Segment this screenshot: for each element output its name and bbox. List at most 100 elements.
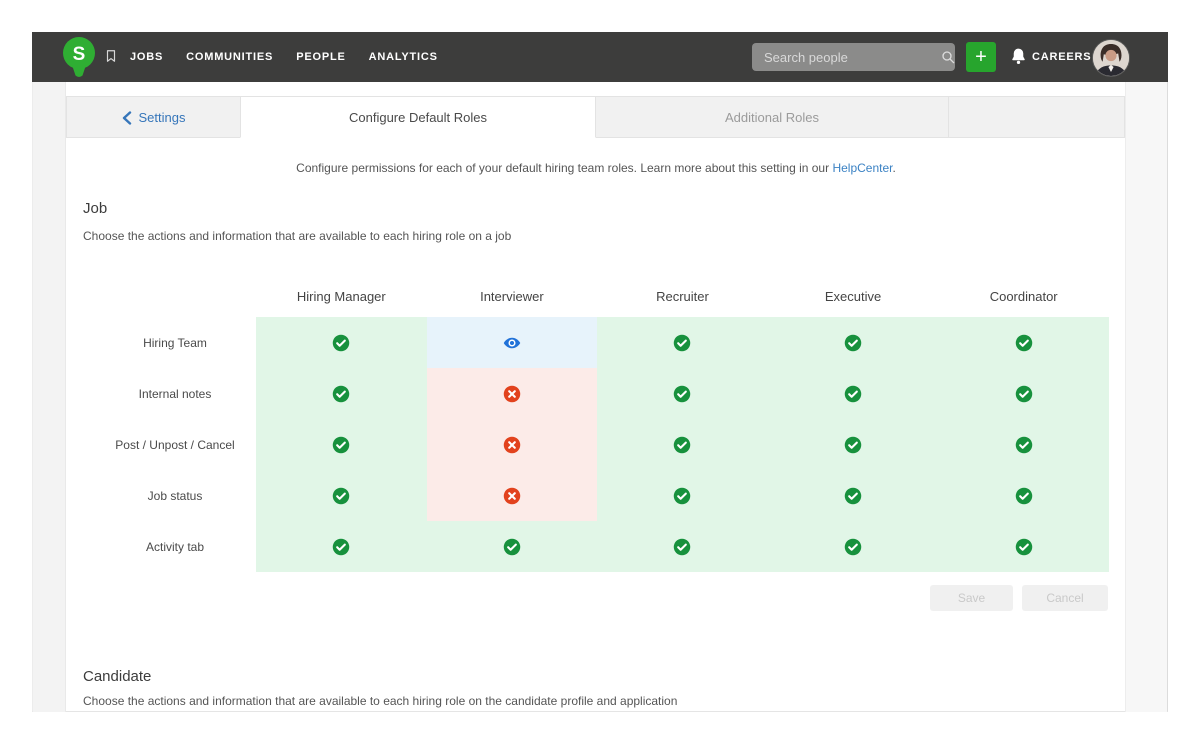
left-gutter (33, 82, 66, 712)
permission-cell[interactable] (938, 521, 1109, 572)
bookmark-icon[interactable] (104, 49, 118, 66)
check-circle-icon (673, 436, 691, 454)
permission-cell[interactable] (256, 521, 427, 572)
permission-cell[interactable] (767, 470, 939, 521)
eye-icon (503, 334, 521, 352)
permission-cell[interactable] (597, 419, 768, 470)
nav-item-analytics[interactable]: ANALYTICS (368, 51, 438, 63)
intro-suffix: . (892, 161, 896, 175)
permission-cell[interactable] (426, 470, 598, 521)
check-circle-icon (844, 334, 862, 352)
check-circle-icon (1015, 385, 1033, 403)
check-circle-icon (673, 385, 691, 403)
permission-cell[interactable] (767, 368, 939, 419)
row-label: Post / Unpost / Cancel (66, 419, 256, 470)
check-circle-icon (332, 385, 350, 403)
tab-spacer (948, 96, 1125, 138)
permission-cell[interactable] (767, 521, 939, 572)
column-header-interviewer: Interviewer (480, 288, 544, 304)
candidate-section-title: Candidate (83, 668, 152, 685)
top-navbar: S JOBS COMMUNITIES PEOPLE ANALYTICS (32, 32, 1168, 82)
chevron-left-icon (122, 111, 132, 125)
permission-cell[interactable] (597, 368, 768, 419)
job-section-title: Job (83, 200, 108, 217)
check-circle-icon (1015, 334, 1033, 352)
logo-letter: S (73, 44, 86, 65)
brand-logo[interactable]: S (62, 37, 96, 78)
notifications-bell-icon[interactable] (1009, 47, 1028, 67)
permission-cell[interactable] (256, 470, 427, 521)
permission-cell[interactable] (938, 419, 1109, 470)
intro-text-main: Configure permissions for each of your d… (296, 161, 830, 175)
column-header-coordinator: Coordinator (989, 288, 1058, 304)
search-box (752, 43, 955, 71)
permission-cell[interactable] (938, 368, 1109, 419)
permission-cell[interactable] (597, 317, 768, 368)
search-input[interactable] (752, 49, 940, 65)
add-new-button[interactable]: + (966, 42, 996, 72)
search-icon[interactable] (940, 49, 956, 65)
careers-link[interactable]: CAREERS (1032, 51, 1092, 63)
check-circle-icon (332, 436, 350, 454)
check-circle-icon (673, 538, 691, 556)
check-circle-icon (844, 436, 862, 454)
column-header-executive: Executive (824, 288, 882, 304)
back-tab-label: Settings (138, 109, 186, 125)
tab-configure-default-roles[interactable]: Configure Default Roles (240, 96, 596, 138)
form-actions: Save Cancel (930, 585, 1108, 611)
permission-cell[interactable] (767, 317, 939, 368)
check-circle-icon (673, 334, 691, 352)
column-header-hiring-manager: Hiring Manager (296, 288, 386, 304)
row-label: Internal notes (66, 368, 256, 419)
app-window: S JOBS COMMUNITIES PEOPLE ANALYTICS (32, 32, 1168, 712)
x-circle-icon (503, 487, 521, 505)
intro-text: Configure permissions for each of your d… (66, 161, 1126, 175)
row-label: Hiring Team (66, 317, 256, 368)
check-circle-icon (1015, 538, 1033, 556)
check-circle-icon (673, 487, 691, 505)
permission-cell[interactable] (426, 521, 598, 572)
nav-item-jobs[interactable]: JOBS (130, 51, 164, 63)
x-circle-icon (503, 385, 521, 403)
permission-cell[interactable] (767, 419, 939, 470)
settings-card: Settings Configure Default Roles Additio… (32, 82, 1168, 712)
check-circle-icon (1015, 436, 1033, 454)
row-label: Job status (66, 470, 256, 521)
check-circle-icon (844, 487, 862, 505)
candidate-section-description: Choose the actions and information that … (83, 694, 678, 708)
nav-item-communities[interactable]: COMMUNITIES (186, 51, 274, 63)
right-gutter (1125, 82, 1167, 712)
permissions-matrix: Hiring Team Internal notes Post / Unpost /… (66, 317, 1109, 572)
permission-cell[interactable] (256, 317, 427, 368)
back-to-settings-tab[interactable]: Settings (66, 96, 241, 138)
permission-cell[interactable] (938, 470, 1109, 521)
roles-tabbar: Settings Configure Default Roles Additio… (66, 96, 1126, 138)
primary-nav: JOBS COMMUNITIES PEOPLE ANALYTICS (130, 32, 438, 82)
permission-cell[interactable] (256, 419, 427, 470)
save-button[interactable]: Save (930, 585, 1013, 611)
permission-cell[interactable] (597, 521, 768, 572)
check-circle-icon (332, 538, 350, 556)
matrix-header-row: Hiring Manager Interviewer Recruiter Execut… (66, 285, 1109, 307)
check-circle-icon (332, 487, 350, 505)
check-circle-icon (1015, 487, 1033, 505)
check-circle-icon (332, 334, 350, 352)
x-circle-icon (503, 436, 521, 454)
permission-cell[interactable] (938, 317, 1109, 368)
user-avatar[interactable] (1092, 39, 1130, 77)
permission-cell[interactable] (426, 419, 598, 470)
permission-cell[interactable] (426, 368, 598, 419)
tab-additional-roles[interactable]: Additional Roles (595, 96, 949, 138)
row-label: Activity tab (66, 521, 256, 572)
nav-item-people[interactable]: PEOPLE (296, 51, 346, 63)
job-section-description: Choose the actions and information that … (83, 229, 512, 243)
permission-cell[interactable] (426, 317, 598, 368)
permission-cell[interactable] (256, 368, 427, 419)
check-circle-icon (844, 385, 862, 403)
permission-cell[interactable] (597, 470, 768, 521)
check-circle-icon (844, 538, 862, 556)
check-circle-icon (503, 538, 521, 556)
cancel-button[interactable]: Cancel (1022, 585, 1108, 611)
helpcenter-link[interactable]: HelpCenter (832, 161, 893, 175)
